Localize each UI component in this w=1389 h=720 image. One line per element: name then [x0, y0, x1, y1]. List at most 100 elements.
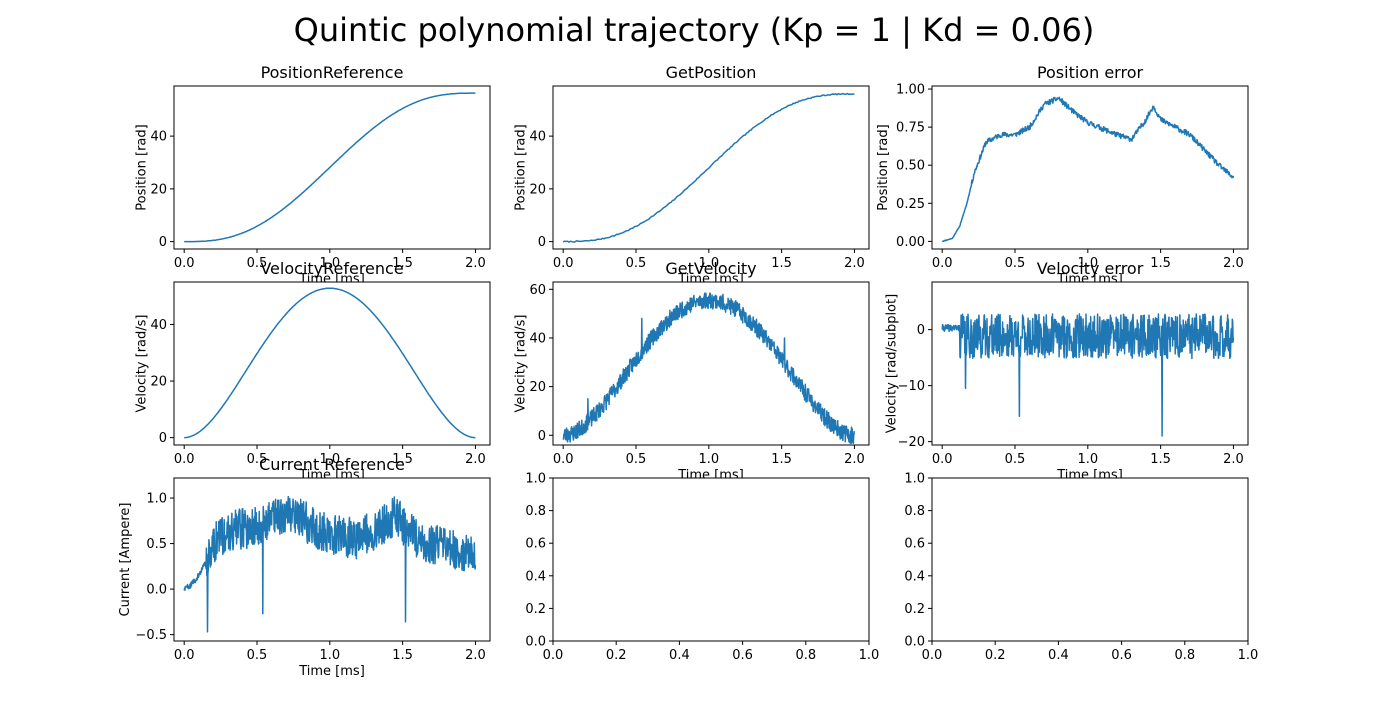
series-line: [562, 292, 856, 445]
y-tick-label: 1.00: [896, 83, 925, 98]
series-line: [941, 313, 1235, 437]
x-tick-label: 1.5: [771, 256, 792, 271]
x-tick-label: 0.2: [606, 648, 627, 663]
x-axis-label: Time [ms]: [298, 664, 365, 679]
subplot-grid: 0.0 0.5 1.0 1.5 2.0 0 20 40 Time [ms] Position [r…: [118, 63, 1258, 679]
x-tick-label: 0.5: [626, 452, 647, 467]
y-tick-label: 0.0: [146, 583, 167, 598]
series-line: [183, 495, 477, 633]
x-tick-label: 1.0: [319, 452, 340, 467]
y-tick-label: 0.0: [525, 635, 546, 650]
y-tick-label: 0: [159, 431, 167, 446]
x-tick-label: 0.0: [174, 452, 195, 467]
x-tick-label: 2.0: [465, 452, 486, 467]
subplot-title: VelocityReference: [260, 259, 403, 278]
y-tick-label: 1.0: [904, 472, 925, 487]
x-tick-label: 0.0: [553, 256, 574, 271]
plot-area: [931, 281, 1249, 446]
y-tick-label: 0.6: [904, 537, 925, 552]
x-tick-label: 1.5: [1150, 452, 1171, 467]
x-tick-label: 1.0: [1077, 452, 1098, 467]
x-tick-label: 0.8: [1174, 648, 1195, 663]
x-tick-label: 0.0: [174, 648, 195, 663]
y-tick-label: 0: [159, 235, 167, 250]
x-tick-label: 1.5: [771, 452, 792, 467]
y-tick-label: 0.75: [896, 121, 925, 136]
series-line: [562, 92, 855, 243]
y-tick-label: −0.5: [135, 628, 167, 643]
x-tick-label: 1.0: [698, 256, 719, 271]
x-tick-label: 0.5: [1005, 452, 1026, 467]
y-tick-label: 0.2: [904, 602, 925, 617]
subplot-9: 0.0 0.2 0.4 0.6 0.8 1.0 0.0 0.2 0.4 0.6 0.8 1.0: [904, 472, 1258, 664]
y-tick-label: 0.50: [896, 159, 925, 174]
x-tick-label: 0.4: [1048, 648, 1069, 663]
x-tick-label: 0.4: [669, 648, 690, 663]
y-tick-label: 0.4: [525, 569, 546, 584]
subplot-8: 0.0 0.2 0.4 0.6 0.8 1.0 0.0 0.2 0.4 0.6 0.8 1.0: [525, 472, 879, 664]
x-tick-label: 1.0: [319, 256, 340, 271]
y-axis-label: Position [rad]: [135, 124, 150, 210]
x-tick-label: 0.0: [922, 648, 943, 663]
series-line: [184, 287, 476, 439]
plot-area: [173, 281, 491, 446]
y-tick-label: −20: [898, 435, 925, 450]
y-tick-label: 1.0: [525, 472, 546, 487]
y-tick-label: 0.8: [525, 504, 546, 519]
x-tick-label: 0.2: [985, 648, 1006, 663]
x-tick-label: 2.0: [465, 256, 486, 271]
plot-area: [173, 477, 491, 642]
y-tick-label: 0: [538, 235, 546, 250]
plot-area: [552, 477, 870, 642]
subplot-title: PositionReference: [261, 63, 404, 82]
y-tick-label: 1.0: [146, 492, 167, 507]
y-axis-label: Position [rad]: [876, 124, 891, 210]
y-tick-label: 0.00: [896, 235, 925, 250]
x-tick-label: 1.5: [392, 256, 413, 271]
y-tick-label: 40: [150, 318, 167, 333]
y-tick-label: 40: [150, 130, 167, 145]
subplot-title: Current Reference: [259, 455, 405, 474]
y-tick-label: 60: [529, 283, 546, 298]
y-tick-label: 20: [150, 182, 167, 197]
series-line: [941, 96, 1235, 243]
y-tick-label: 0.8: [904, 504, 925, 519]
y-tick-label: 0: [538, 429, 546, 444]
y-tick-label: 0.0: [904, 635, 925, 650]
plot-area: [552, 85, 870, 250]
x-tick-label: 0.5: [1005, 256, 1026, 271]
y-tick-label: 20: [529, 182, 546, 197]
y-axis-label: Current [Ampere]: [118, 503, 133, 617]
x-tick-label: 2.0: [1223, 256, 1244, 271]
y-tick-label: 0.6: [525, 537, 546, 552]
x-tick-label: 0.0: [932, 452, 953, 467]
y-axis-label: Position [rad]: [514, 124, 529, 210]
y-axis-label: Velocity [rad/s]: [514, 315, 529, 413]
y-tick-label: 40: [529, 130, 546, 145]
x-tick-label: 1.5: [392, 452, 413, 467]
x-tick-label: 0.5: [626, 256, 647, 271]
x-tick-label: 0.5: [247, 256, 268, 271]
subplot-title: Position error: [1037, 63, 1144, 82]
x-tick-label: 1.0: [319, 648, 340, 663]
y-tick-label: 0.25: [896, 197, 925, 212]
x-tick-label: 0.5: [247, 648, 268, 663]
x-tick-label: 0.0: [174, 256, 195, 271]
x-tick-label: 0.5: [247, 452, 268, 467]
x-tick-label: 0.0: [553, 452, 574, 467]
plot-area: [931, 477, 1249, 642]
x-tick-label: 1.0: [698, 452, 719, 467]
subplot-title: GetPosition: [666, 63, 757, 82]
y-tick-label: 0.4: [904, 569, 925, 584]
subplot-title: GetVelocity: [665, 259, 756, 278]
plot-area: [931, 85, 1249, 250]
x-tick-label: 1.0: [859, 648, 880, 663]
x-tick-label: 0.8: [795, 648, 816, 663]
